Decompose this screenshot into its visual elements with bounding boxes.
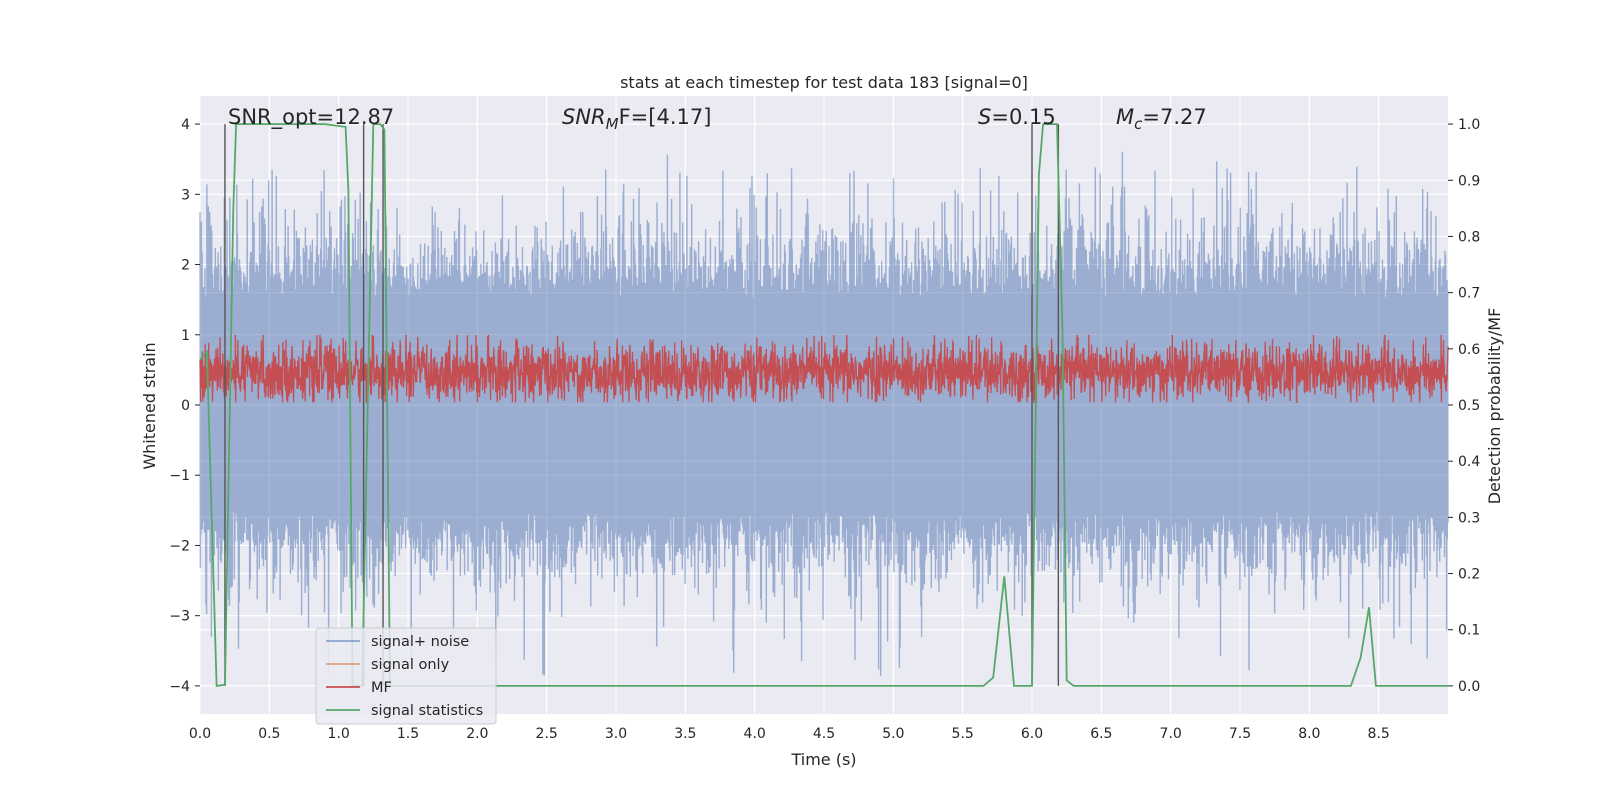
- axes: 0.0 0.5 1.0 1.5 2.0 2.5 3.0 3.5 4.0 4.5 5.0 5.5 6.0 6…: [169, 117, 1480, 742]
- mc-rest: =7.27: [1142, 105, 1206, 129]
- legend-label-noise: signal+ noise: [371, 634, 469, 650]
- snr-mf-base: SNR: [562, 105, 606, 129]
- noise-series: [199, 151, 1449, 676]
- y2-axis-label: Detection probability/MF: [1485, 308, 1504, 505]
- y2-tick-label: 0.9: [1458, 173, 1480, 189]
- y-axis-label: Whitened strain: [140, 342, 159, 469]
- y-tick-label: 4: [181, 117, 190, 133]
- x-tick-label: 5.5: [952, 726, 974, 742]
- x-tick-label: 1.0: [328, 726, 350, 742]
- y2-tick-label: 0.7: [1458, 286, 1480, 302]
- x-tick-label: 3.5: [674, 726, 696, 742]
- x-axis-label: Time (s): [790, 750, 856, 769]
- annotation-mc: Mc=7.27: [1116, 105, 1207, 133]
- mf-series: [199, 334, 1449, 403]
- series-line-mf: [199, 334, 1449, 403]
- chart-title: stats at each timestep for test data 183…: [620, 73, 1028, 92]
- x-tick-label: 8.0: [1298, 726, 1320, 742]
- legend-box: [315, 627, 497, 725]
- y2-tick-label: 1.0: [1458, 117, 1480, 133]
- x-tick-label: 6.5: [1090, 726, 1112, 742]
- x-tick-label: 7.5: [1229, 726, 1251, 742]
- mc-sub: c: [1134, 115, 1143, 133]
- series-line-signal-noise: [199, 151, 1449, 676]
- legend-label-mf: MF: [371, 680, 392, 696]
- y-tick-label: 1: [181, 328, 190, 344]
- y-tick-label: −1: [169, 468, 190, 484]
- x-tick-label: 4.5: [813, 726, 835, 742]
- legend-label-signal-only: signal only: [371, 657, 450, 673]
- x-tick-label: 6.0: [1021, 726, 1043, 742]
- s-var: S: [978, 105, 991, 129]
- x-tick-label: 4.0: [744, 726, 766, 742]
- annotation-s: S=0.15: [978, 105, 1056, 129]
- mc-base: M: [1116, 105, 1134, 129]
- x-tick-label: 8.5: [1368, 726, 1390, 742]
- x-tick-label: 5.0: [882, 726, 904, 742]
- y-tick-label: −2: [169, 538, 190, 554]
- y2-tick-label: 0.2: [1458, 567, 1480, 583]
- s-rest: =0.15: [991, 105, 1055, 129]
- y2-tick-label: 0.4: [1458, 454, 1480, 470]
- annotation-snr-opt: SNR_opt=12.87: [228, 105, 394, 130]
- x-tick-label: 2.5: [536, 726, 558, 742]
- y-tick-label: −4: [169, 679, 190, 695]
- annotation-snr-mf: SNRMF=[4.17]: [562, 105, 711, 133]
- x-tick-label: 3.0: [605, 726, 627, 742]
- y2-tick-label: 0.3: [1458, 510, 1480, 526]
- y2-tick-label: 0.1: [1458, 623, 1480, 639]
- snr-mf-sub: M: [606, 115, 619, 133]
- y2-tick-label: 0.5: [1458, 398, 1480, 414]
- x-tick-label: 2.0: [466, 726, 488, 742]
- y2-tick-label: 0.0: [1458, 679, 1480, 695]
- y-tick-label: 0: [181, 398, 190, 414]
- x-tick-label: 1.5: [397, 726, 419, 742]
- y-tick-label: −3: [169, 609, 190, 625]
- x-tick-label: 0.5: [258, 726, 280, 742]
- y-tick-label: 2: [181, 258, 190, 274]
- y2-tick-label: 0.6: [1458, 342, 1480, 358]
- y-tick-label: 3: [181, 187, 190, 203]
- y2-tick-label: 0.8: [1458, 229, 1480, 245]
- legend: signal+ noise signal only MF signal stat…: [315, 627, 497, 725]
- x-tick-label: 7.0: [1160, 726, 1182, 742]
- snr-mf-rest: F=[4.17]: [619, 105, 712, 129]
- x-tick-label: 0.0: [189, 726, 211, 742]
- legend-label-stats: signal statistics: [371, 703, 483, 719]
